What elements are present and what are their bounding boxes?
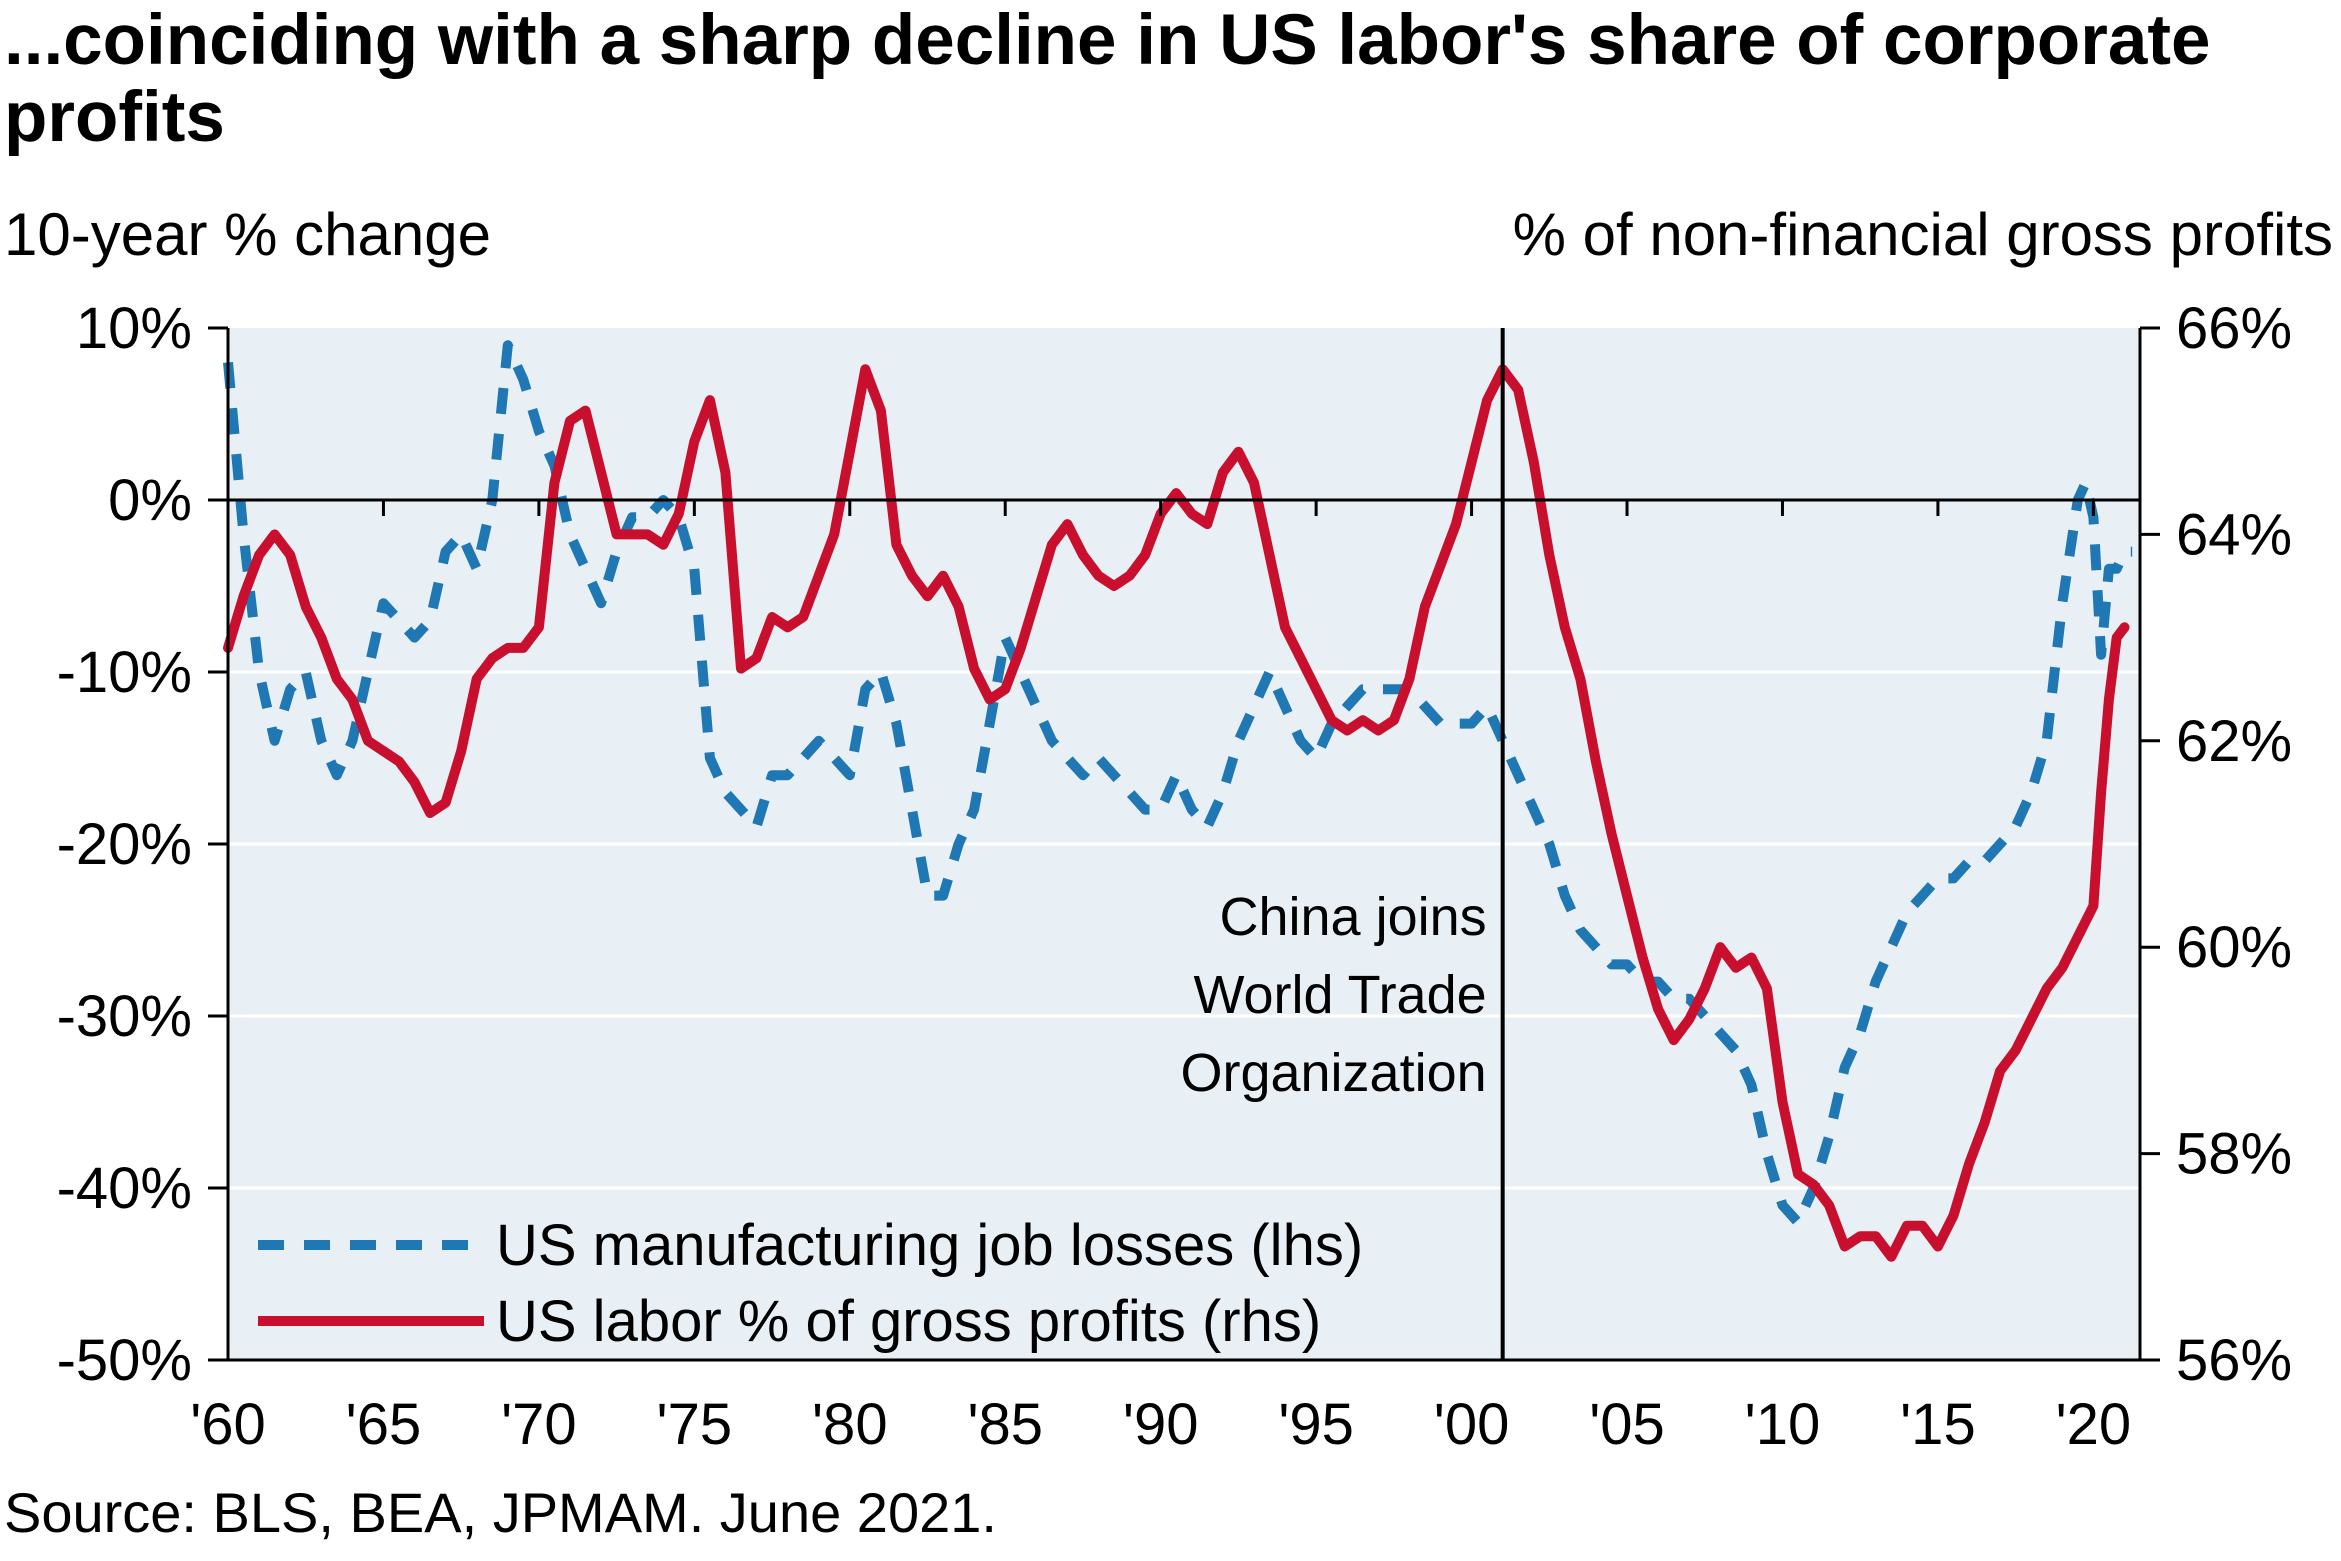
tick-labels: 10% 0% -10% -20% -30% -40% -50% 66% 64% 62% 60% 58%… bbox=[57, 296, 2293, 1457]
left-tick-label: 0% bbox=[108, 468, 192, 533]
x-tick-label: '65 bbox=[346, 1392, 422, 1457]
x-tick-label: '90 bbox=[1123, 1392, 1199, 1457]
left-tick-label: -30% bbox=[57, 984, 192, 1049]
x-tick-label: '70 bbox=[501, 1392, 577, 1457]
x-tick-label: '00 bbox=[1434, 1392, 1510, 1457]
right-axis-title: % of non-financial gross profits bbox=[1512, 201, 2333, 268]
legend-label-manufacturing: US manufacturing job losses (lhs) bbox=[496, 1213, 1363, 1278]
wto-annotation: China joins World Trade Organization bbox=[1180, 887, 1486, 1103]
labor-share-line bbox=[223, 364, 2130, 1262]
x-tick-label: '10 bbox=[1745, 1392, 1821, 1457]
chart-title: ...coinciding with a sharp decline in US… bbox=[4, 1, 2211, 157]
left-axis-title: 10-year % change bbox=[4, 201, 491, 268]
x-tick-label: '20 bbox=[2056, 1392, 2132, 1457]
left-tick-label: 10% bbox=[76, 296, 192, 361]
annotation-text: China joins bbox=[1220, 887, 1487, 947]
left-tick-label: -40% bbox=[57, 1156, 192, 1221]
right-tick-label: 58% bbox=[2176, 1122, 2292, 1187]
left-tick-label: -20% bbox=[57, 812, 192, 877]
right-tick-label: 64% bbox=[2176, 502, 2292, 567]
x-tick-label: '85 bbox=[967, 1392, 1043, 1457]
x-tick-label: '60 bbox=[190, 1392, 266, 1457]
annotation-text: World Trade bbox=[1194, 965, 1487, 1025]
x-tick-label: '05 bbox=[1589, 1392, 1665, 1457]
right-tick-label: 62% bbox=[2176, 709, 2292, 774]
right-tick-label: 60% bbox=[2176, 915, 2292, 980]
x-tick-label: '15 bbox=[1900, 1392, 1976, 1457]
right-tick-label: 56% bbox=[2176, 1328, 2292, 1393]
left-tick-label: -50% bbox=[57, 1328, 192, 1393]
axes bbox=[208, 326, 2160, 1362]
x-tick-label: '75 bbox=[657, 1392, 733, 1457]
x-tick-label: '80 bbox=[812, 1392, 888, 1457]
right-tick-label: 66% bbox=[2176, 296, 2292, 361]
series-layer bbox=[223, 340, 2133, 1262]
annotation-text: Organization bbox=[1180, 1043, 1486, 1103]
legend-label-labor: US labor % of gross profits (rhs) bbox=[496, 1289, 1321, 1354]
left-tick-label: -10% bbox=[57, 640, 192, 705]
source-note: Source: BLS, BEA, JPMAM. June 2021. bbox=[4, 1481, 997, 1544]
x-tick-label: '95 bbox=[1278, 1392, 1354, 1457]
legend: US manufacturing job losses (lhs) US labo… bbox=[258, 1213, 1363, 1354]
